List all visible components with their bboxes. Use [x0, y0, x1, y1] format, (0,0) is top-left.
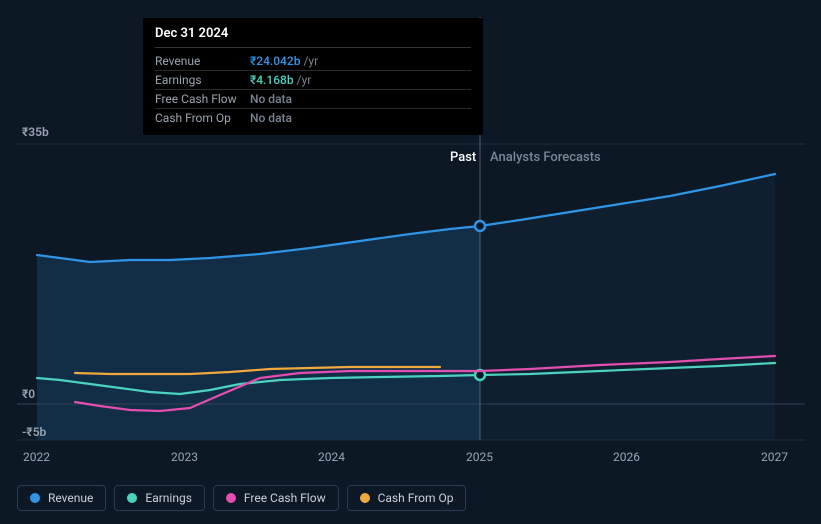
y-axis-label: ₹35b — [22, 125, 49, 139]
tooltip-date: Dec 31 2024 — [155, 26, 471, 48]
y-axis-label: -₹5b — [22, 425, 46, 439]
financials-chart: ₹35b ₹0 -₹5b 2022 2023 2024 2025 2026 2027 Past… — [0, 0, 821, 524]
x-axis-label: 2025 — [466, 450, 493, 464]
x-axis-label: 2027 — [761, 450, 788, 464]
tooltip-metric-value: ₹24.042b — [250, 54, 300, 68]
tooltip-metric-label: Free Cash Flow — [155, 92, 250, 106]
tooltip-metric-value: ₹4.168b — [250, 73, 294, 87]
x-axis-label: 2023 — [171, 450, 198, 464]
legend-dot-icon — [226, 493, 236, 503]
legend-item[interactable]: Revenue — [17, 485, 106, 511]
legend-label: Earnings — [145, 491, 192, 505]
legend-dot-icon — [127, 493, 137, 503]
x-axis-label: 2026 — [613, 450, 640, 464]
legend-dot-icon — [30, 493, 40, 503]
legend-item[interactable]: Cash From Op — [347, 485, 467, 511]
tooltip-row: Earnings₹4.168b/yr — [155, 71, 471, 90]
past-label: Past — [450, 150, 476, 165]
tooltip-metric-value: No data — [250, 111, 292, 125]
tooltip-metric-label: Revenue — [155, 54, 250, 68]
tooltip-row: Free Cash FlowNo data — [155, 90, 471, 109]
legend-item[interactable]: Earnings — [114, 485, 205, 511]
legend-label: Revenue — [48, 491, 93, 505]
chart-legend: Revenue Earnings Free Cash Flow Cash From O… — [17, 485, 466, 511]
tooltip-metric-label: Cash From Op — [155, 111, 250, 125]
tooltip-suffix: /yr — [297, 73, 312, 87]
tooltip-suffix: /yr — [303, 54, 318, 68]
chart-tooltip: Dec 31 2024 Revenue₹24.042b/yrEarnings₹4… — [143, 18, 483, 135]
forecast-label: Analysts Forecasts — [490, 150, 601, 165]
legend-item[interactable]: Free Cash Flow — [213, 485, 339, 511]
tooltip-metric-label: Earnings — [155, 73, 250, 87]
tooltip-row: Revenue₹24.042b/yr — [155, 52, 471, 71]
legend-label: Free Cash Flow — [244, 491, 326, 505]
y-axis-label: ₹0 — [22, 387, 35, 401]
legend-dot-icon — [360, 493, 370, 503]
x-axis-label: 2024 — [318, 450, 345, 464]
tooltip-row: Cash From OpNo data — [155, 109, 471, 127]
x-axis-label: 2022 — [23, 450, 50, 464]
legend-label: Cash From Op — [378, 491, 454, 505]
tooltip-metric-value: No data — [250, 92, 292, 106]
